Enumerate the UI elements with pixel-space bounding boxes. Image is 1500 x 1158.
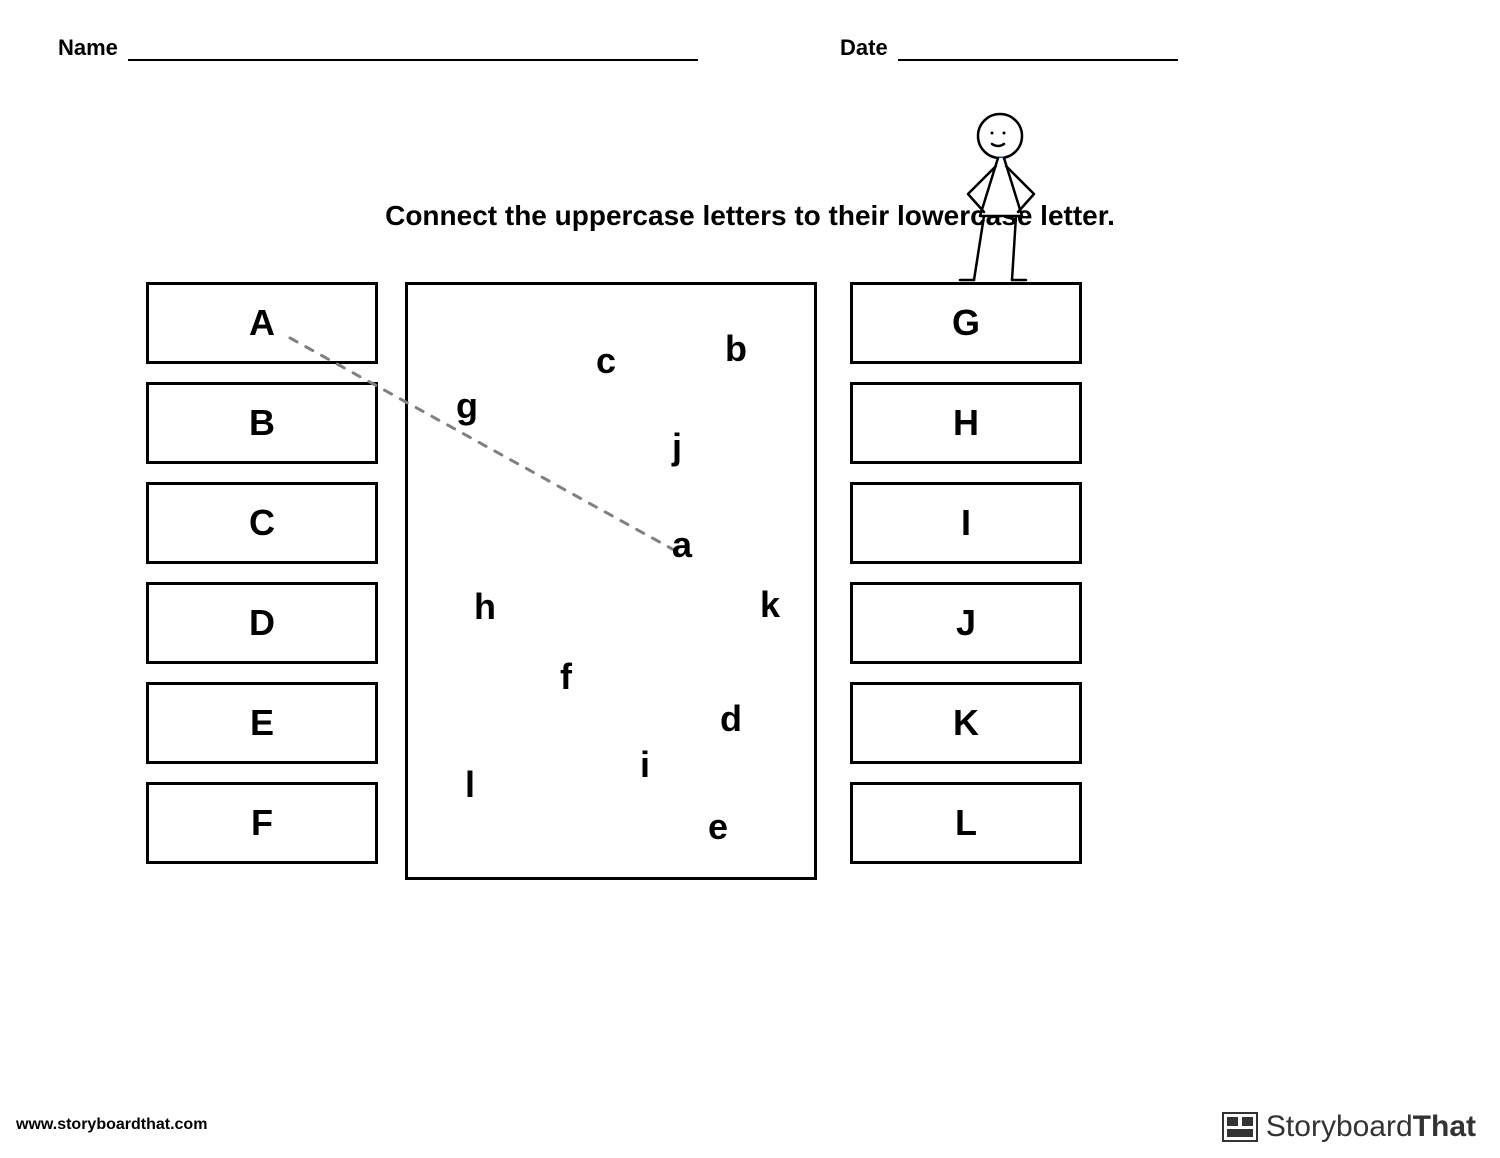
lowercase-d[interactable]: d [720,698,742,740]
name-input-line[interactable] [128,39,698,61]
uppercase-box-i[interactable]: I [850,482,1082,564]
uppercase-box-c[interactable]: C [146,482,378,564]
name-field-group: Name [58,35,698,61]
lowercase-k[interactable]: k [760,584,780,626]
lowercase-f[interactable]: f [560,656,572,698]
uppercase-box-g[interactable]: G [850,282,1082,364]
lowercase-e[interactable]: e [708,806,728,848]
lowercase-b[interactable]: b [725,328,747,370]
uppercase-box-f[interactable]: F [146,782,378,864]
lowercase-i[interactable]: i [640,744,650,786]
worksheet-page: Name Date Connect the uppercase letters … [0,0,1500,1158]
instruction-text: Connect the uppercase letters to their l… [0,200,1500,232]
lowercase-h[interactable]: h [474,586,496,628]
lowercase-l[interactable]: l [465,764,475,806]
uppercase-box-d[interactable]: D [146,582,378,664]
footer-url: www.storyboardthat.com [16,1116,207,1134]
brand-logo: StoryboardThat [1222,1110,1476,1144]
storyboard-icon [1222,1112,1258,1142]
uppercase-box-j[interactable]: J [850,582,1082,664]
lowercase-j[interactable]: j [672,426,682,468]
uppercase-box-k[interactable]: K [850,682,1082,764]
name-label: Name [58,35,118,61]
date-label: Date [840,35,888,61]
uppercase-box-a[interactable]: A [146,282,378,364]
lowercase-g[interactable]: g [456,385,478,427]
uppercase-box-l[interactable]: L [850,782,1082,864]
brand-text-heavy: That [1413,1110,1476,1143]
brand-text-light: Storyboard [1266,1110,1413,1143]
date-field-group: Date [840,35,1178,61]
stick-figure-icon [954,108,1074,288]
uppercase-box-b[interactable]: B [146,382,378,464]
lowercase-a[interactable]: a [672,524,692,566]
date-input-line[interactable] [898,39,1178,61]
brand-text: StoryboardThat [1266,1110,1476,1144]
lowercase-c[interactable]: c [596,340,616,382]
uppercase-box-e[interactable]: E [146,682,378,764]
uppercase-box-h[interactable]: H [850,382,1082,464]
